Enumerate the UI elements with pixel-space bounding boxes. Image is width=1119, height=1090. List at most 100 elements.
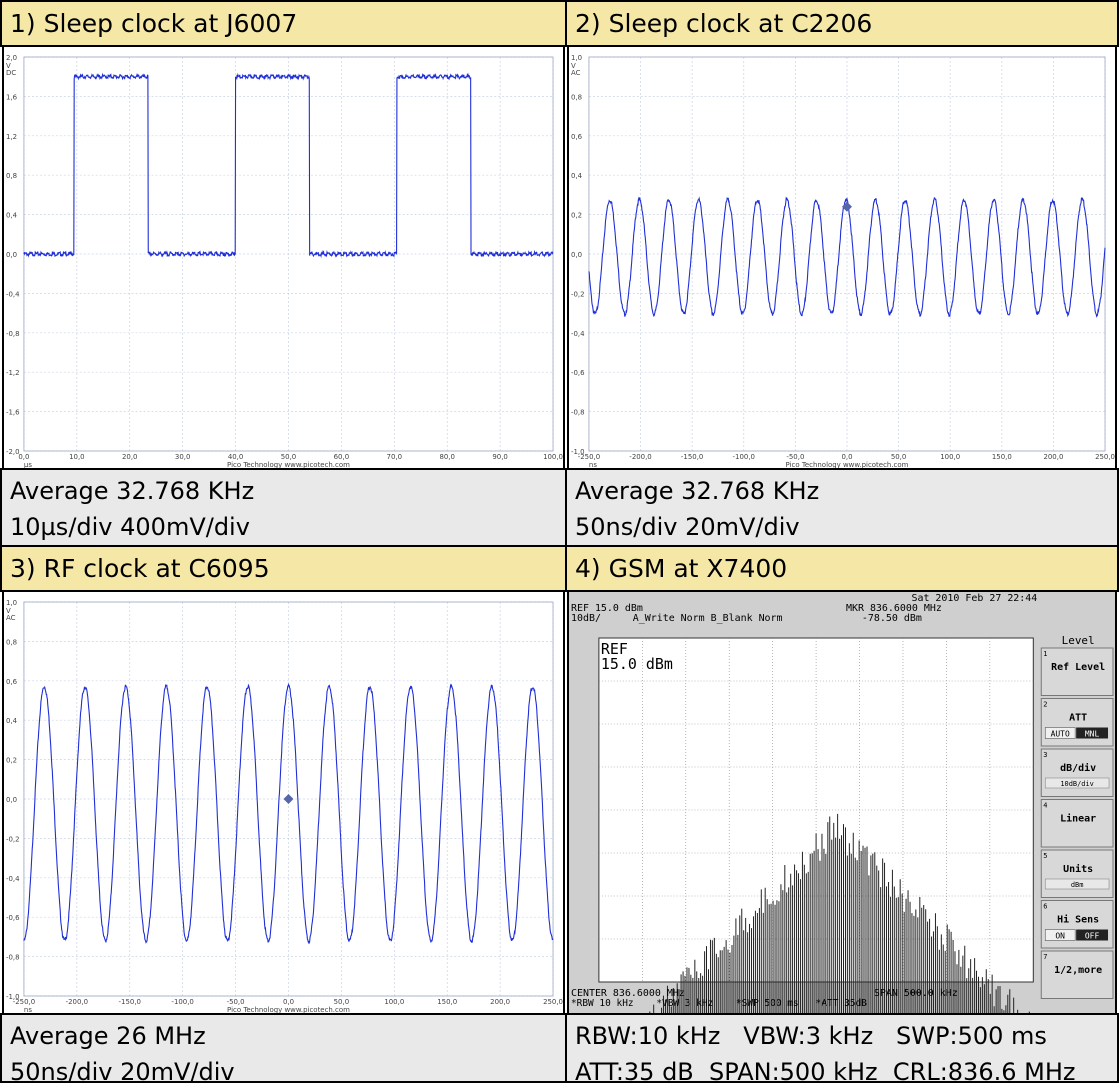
analyzer-scale: 10dB/ [571,613,601,624]
waveform-trace [23,72,554,259]
softkey-label: dB/div [1060,762,1096,774]
x-tick-label: -250,0 [578,453,600,461]
x-tick-label: 60,0 [334,453,350,461]
panel-2: 2) Sleep clock at C2206 -250,0 -200,0 -150… [565,0,1119,547]
y-tick-label: 1,2 [6,133,17,141]
x-tick-label: 90,0 [492,453,508,461]
y-tick-label: -0,4 [571,330,585,338]
panel-2-plot: -250,0 -200,0 -150,0 -100,0 -50,0 0,0 50,0 100,… [567,47,1117,468]
panel-1-footer: Average 32.768 KHz 10µs/div 400mV/div [0,468,567,547]
softkey-number: 5 [1043,852,1047,860]
panel-2-footer-line-2: 50ns/div 20mV/div [575,513,800,541]
analyzer-mode: A_Write Norm B_Blank Norm [633,613,783,624]
y-tick-label: 0,0 [571,251,582,259]
softkey-sub-label: dBm [1071,881,1084,889]
y-tick-label: 0,4 [6,212,18,220]
softkey-number: 4 [1043,801,1047,809]
coupling-label: AC [6,614,16,622]
y-tick-label: -0,4 [6,290,20,298]
x-tick-label: -150,0 [119,998,141,1006]
analyzer-span: SPAN 500.0 kHz [874,988,958,999]
softkey-number: 3 [1043,751,1047,759]
x-tick-label: -100,0 [733,453,755,461]
panel-2-footer: Average 32.768 KHz 50ns/div 20mV/div [565,468,1119,547]
x-tick-label: -200,0 [629,453,651,461]
panel-3-title: 3) RF clock at C6095 [0,545,567,592]
softkey-label: Ref Level [1051,662,1105,673]
panel-3-footer: Average 26 MHz 50ns/div 20mV/div [0,1013,567,1086]
x-tick-label: 70,0 [387,453,403,461]
y-tick-label: 0,8 [6,638,17,646]
y-tick-label: -1,0 [6,993,20,1001]
panel-3: 3) RF clock at C6095 -250,0 -200,0 -150,0 -… [0,545,567,1086]
analyzer-ref-line: REF 15.0 dBm [571,603,643,614]
y-tick-label: -0,4 [6,875,20,883]
panel-1-plot: 0,0 10,0 20,0 30,0 40,0 50,0 60,0 70,0 80,0 90,0 1… [2,47,565,468]
analyzer-marker-freq: MKR 836.6000 MHz [846,603,942,614]
y-tick-label: -0,6 [6,914,20,922]
x-tick-label: 100,0 [543,453,563,461]
y-tick-label: 0,8 [6,172,17,180]
panel-2-footer-line-1: Average 32.768 KHz [575,477,820,505]
panel-4-title: 4) GSM at X7400 [565,545,1119,592]
x-tick-label: 0,0 [841,453,852,461]
softkey-label: Units [1063,863,1093,875]
spectrum-analyzer-screen: Sat 2010 Feb 27 22:44 REF 15.0 dBm MKR 836… [569,592,1115,1013]
y-tick-label: -0,8 [6,330,20,338]
menu-title: Level [1062,634,1095,647]
x-tick-label: 80,0 [439,453,455,461]
softkey-option-b [1076,929,1109,941]
x-tick-label: 40,0 [228,453,244,461]
softkey-option-a-label: ON [1055,931,1065,940]
x-tick-label: -50,0 [227,998,245,1006]
y-tick-label: 1,0 [571,54,582,62]
y-tick-label: 1,6 [6,93,17,101]
x-tick-label: 0,0 [18,453,29,461]
panel-4-footer: RBW:10 kHz VBW:3 kHz SWP:500 ms ATT:35 d… [565,1013,1119,1086]
softkey-sub-box [1044,777,1110,789]
y-tick-label: -0,8 [6,954,20,962]
softkey-7 [1040,950,1114,999]
ref-label: REF [601,640,628,658]
y-tick-label: 0,2 [6,757,17,765]
y-tick-label: -1,0 [571,448,585,456]
panel-4-plot: Sat 2010 Feb 27 22:44 REF 15.0 dBm MKR 836… [567,592,1117,1013]
y-tick-label: 0,8 [571,93,582,101]
x-unit-label: µs [24,461,32,468]
y-unit-label: V [6,62,11,70]
y-tick-label: 2,0 [6,54,17,62]
softkey-option-b [1076,727,1109,739]
x-tick-label: 200,0 [1043,453,1063,461]
x-tick-label: 50,0 [281,453,297,461]
credit-label: Pico Technology www.picotech.com [227,461,350,468]
softkey-option-b-label: MNL [1085,729,1100,738]
x-tick-label: 100,0 [384,998,404,1006]
coupling-label: AC [571,69,581,77]
panel-1-footer-line-2: 10µs/div 400mV/div [10,513,250,541]
panel-3-plot: -250,0 -200,0 -150,0 -100,0 -50,0 0,0 50,0 100,… [2,592,565,1013]
y-unit-label: V [571,62,576,70]
panel-1: 1) Sleep clock at J6007 0,0 10,0 20,0 30,0 4… [0,0,567,547]
panel-2-title: 2) Sleep clock at C2206 [565,0,1119,47]
x-tick-label: 100,0 [940,453,960,461]
panel-4-footer-line-1: RBW:10 kHz VBW:3 kHz SWP:500 ms [575,1022,1047,1050]
x-tick-label: 150,0 [992,453,1012,461]
x-tick-label: -200,0 [66,998,88,1006]
panel-1-title: 1) Sleep clock at J6007 [0,0,567,47]
x-unit-label: ns [589,461,597,468]
y-tick-label: -0,2 [6,835,20,843]
x-tick-label: 200,0 [490,998,510,1006]
panel-3-footer-line-1: Average 26 MHz [10,1022,206,1050]
softkey-sub-label: 10dB/div [1060,780,1094,788]
x-tick-label: -150,0 [681,453,703,461]
softkey-label: Hi Sens [1057,913,1099,925]
x-tick-label: 20,0 [122,453,138,461]
coupling-label: DC [6,69,16,77]
x-tick-label: -250,0 [13,998,35,1006]
credit-label: Pico Technology www.picotech.com [786,461,909,468]
y-tick-label: -2,0 [6,448,20,456]
softkey-5 [1040,849,1114,898]
analyzer-center: CENTER 836.6000 MHz [571,988,685,999]
y-tick-label: -0,2 [571,290,585,298]
